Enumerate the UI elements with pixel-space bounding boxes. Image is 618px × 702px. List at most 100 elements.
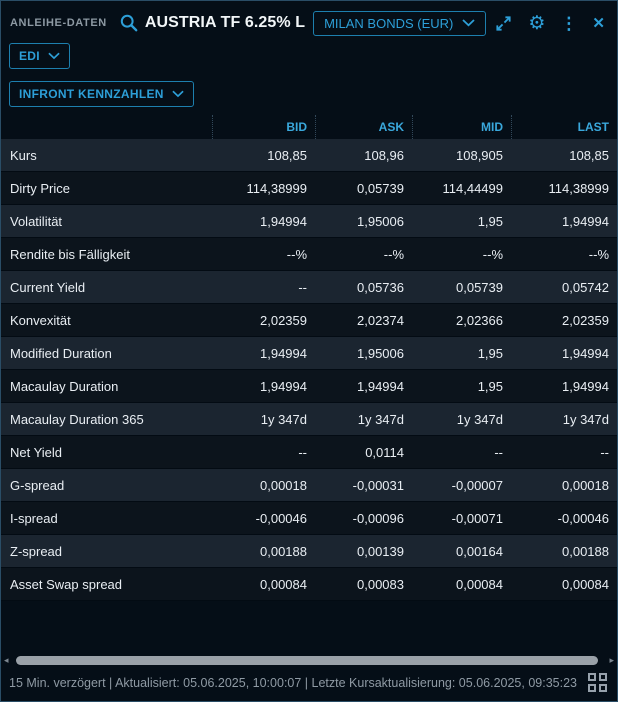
cell-ask: 1,95006 bbox=[357, 213, 404, 229]
row-label: Z-spread bbox=[10, 543, 63, 559]
cell-bid: 1,94994 bbox=[260, 378, 307, 394]
chevron-down-icon bbox=[48, 52, 60, 60]
status-text: 15 Min. verzögert | Aktualisiert: 05.06.… bbox=[9, 675, 577, 690]
row-label: Rendite bis Fälligkeit bbox=[10, 246, 130, 262]
table-row[interactable]: Net Yield -- 0,0114 -- -- bbox=[1, 436, 617, 469]
row-label: G-spread bbox=[10, 477, 65, 493]
instrument-search-value[interactable]: AUSTRIA TF 6.25% L bbox=[144, 14, 306, 31]
search-icon bbox=[119, 13, 139, 33]
cell-ask: 0,05736 bbox=[357, 279, 404, 295]
gear-icon[interactable]: ⚙ bbox=[528, 12, 546, 34]
cell-last: 1y 347d bbox=[562, 411, 609, 427]
table-row[interactable]: G-spread 0,00018 -0,00031 -0,00007 0,000… bbox=[1, 469, 617, 502]
cell-bid: -- bbox=[298, 444, 307, 460]
cell-mid: 114,44499 bbox=[442, 180, 504, 196]
cell-mid: 1y 347d bbox=[456, 411, 503, 427]
cell-last: 1,94994 bbox=[562, 378, 609, 394]
cell-last: --% bbox=[588, 246, 609, 262]
cell-ask: 0,05739 bbox=[357, 180, 404, 196]
table-row[interactable]: Rendite bis Fälligkeit --% --% --% --% bbox=[1, 238, 617, 271]
table-row[interactable]: I-spread -0,00046 -0,00096 -0,00071 -0,0… bbox=[1, 502, 617, 535]
row-label: Dirty Price bbox=[10, 180, 70, 196]
cell-ask: -0,00031 bbox=[352, 477, 404, 493]
cell-mid: 108,905 bbox=[456, 147, 503, 163]
table-row[interactable]: Macaulay Duration 1,94994 1,94994 1,95 1… bbox=[1, 370, 617, 403]
market-selector-label: MILAN BONDS (EUR) bbox=[324, 15, 454, 31]
cell-mid: 1,95 bbox=[477, 378, 503, 394]
cell-last: 0,00188 bbox=[562, 543, 609, 559]
cell-mid: 1,95 bbox=[477, 345, 503, 361]
cell-ask: 1,94994 bbox=[357, 378, 404, 394]
cell-mid: -- bbox=[494, 444, 503, 460]
cell-bid: 1y 347d bbox=[260, 411, 307, 427]
table-row[interactable]: Volatilität 1,94994 1,95006 1,95 1,94994 bbox=[1, 205, 617, 238]
titlebar: ANLEIHE-DATEN AUSTRIA TF 6.25% L MILAN B… bbox=[1, 1, 617, 43]
cell-last: 114,38999 bbox=[548, 180, 610, 196]
row-label: Modified Duration bbox=[10, 345, 112, 361]
cell-bid: 0,00084 bbox=[260, 576, 307, 592]
scrollbar-thumb[interactable] bbox=[15, 655, 599, 665]
instrument-search-field[interactable]: AUSTRIA TF 6.25% L bbox=[119, 13, 306, 33]
source-toolbar: EDI bbox=[1, 43, 617, 69]
status-bar: 15 Min. verzögert | Aktualisiert: 05.06.… bbox=[1, 669, 617, 701]
expand-icon[interactable] bbox=[494, 14, 513, 33]
column-header-bid[interactable]: BID bbox=[212, 115, 315, 139]
table-row[interactable]: Dirty Price 114,38999 0,05739 114,44499 … bbox=[1, 172, 617, 205]
horizontal-scrollbar[interactable]: ◂ ▸ bbox=[4, 653, 614, 667]
chevron-down-icon bbox=[172, 90, 184, 98]
table-header-row: BID ASK MID LAST bbox=[1, 115, 617, 139]
cell-mid: -0,00071 bbox=[451, 510, 503, 526]
cell-last: -0,00046 bbox=[557, 510, 609, 526]
cell-last: 0,00018 bbox=[562, 477, 609, 493]
table-row[interactable]: Modified Duration 1,94994 1,95006 1,95 1… bbox=[1, 337, 617, 370]
cell-mid: 0,05739 bbox=[456, 279, 503, 295]
table-row[interactable]: Kurs 108,85 108,96 108,905 108,85 bbox=[1, 139, 617, 172]
metrics-toolbar: INFRONT KENNZAHLEN bbox=[1, 81, 617, 107]
close-icon[interactable]: ✕ bbox=[592, 14, 605, 32]
metrics-dropdown-infront-kennzahlen[interactable]: INFRONT KENNZAHLEN bbox=[9, 81, 194, 107]
cell-bid: 108,85 bbox=[267, 147, 307, 163]
table-row[interactable]: Current Yield -- 0,05736 0,05739 0,05742 bbox=[1, 271, 617, 304]
cell-bid: 0,00188 bbox=[260, 543, 307, 559]
cell-mid: 2,02366 bbox=[456, 312, 503, 328]
table-row[interactable]: Z-spread 0,00188 0,00139 0,00164 0,00188 bbox=[1, 535, 617, 568]
scrollbar-track[interactable] bbox=[12, 655, 607, 665]
source-dropdown-label: EDI bbox=[19, 49, 40, 63]
source-dropdown-edi[interactable]: EDI bbox=[9, 43, 70, 69]
empty-area bbox=[1, 601, 617, 653]
scroll-right-arrow-icon[interactable]: ▸ bbox=[609, 654, 614, 665]
layout-grid-icon[interactable] bbox=[588, 673, 607, 692]
cell-ask: 0,0114 bbox=[365, 444, 404, 460]
cell-ask: 1,95006 bbox=[357, 345, 404, 361]
scroll-left-arrow-icon[interactable]: ◂ bbox=[4, 654, 9, 665]
cell-bid: 114,38999 bbox=[246, 180, 308, 196]
cell-last: 2,02359 bbox=[562, 312, 609, 328]
column-header-mid[interactable]: MID bbox=[412, 115, 511, 139]
table-row[interactable]: Macaulay Duration 365 1y 347d 1y 347d 1y… bbox=[1, 403, 617, 436]
row-label: Konvexität bbox=[10, 312, 71, 328]
row-label: Current Yield bbox=[10, 279, 86, 295]
table-row[interactable]: Konvexität 2,02359 2,02374 2,02366 2,023… bbox=[1, 304, 617, 337]
cell-last: 1,94994 bbox=[562, 213, 609, 229]
row-label: Asset Swap spread bbox=[10, 576, 123, 592]
cell-last: 108,85 bbox=[569, 147, 609, 163]
cell-mid: 0,00084 bbox=[456, 576, 503, 592]
cell-bid: --% bbox=[286, 246, 307, 262]
row-label: Volatilität bbox=[10, 213, 63, 229]
row-label: Kurs bbox=[10, 147, 37, 163]
market-selector-dropdown[interactable]: MILAN BONDS (EUR) bbox=[313, 10, 487, 36]
column-header-last[interactable]: LAST bbox=[511, 115, 617, 139]
cell-mid: 0,00164 bbox=[456, 543, 503, 559]
row-label: Macaulay Duration 365 bbox=[10, 411, 144, 427]
table-row[interactable]: Asset Swap spread 0,00084 0,00083 0,0008… bbox=[1, 568, 617, 601]
cell-ask: --% bbox=[383, 246, 404, 262]
cell-mid: --% bbox=[482, 246, 503, 262]
cell-last: 0,05742 bbox=[562, 279, 609, 295]
table-body: Kurs 108,85 108,96 108,905 108,85 Dirty … bbox=[1, 139, 617, 601]
cell-bid: -- bbox=[298, 279, 307, 295]
kebab-menu-icon[interactable]: ⋮ bbox=[560, 13, 578, 33]
cell-ask: -0,00096 bbox=[352, 510, 404, 526]
column-header-ask[interactable]: ASK bbox=[315, 115, 412, 139]
cell-ask: 0,00083 bbox=[357, 576, 404, 592]
